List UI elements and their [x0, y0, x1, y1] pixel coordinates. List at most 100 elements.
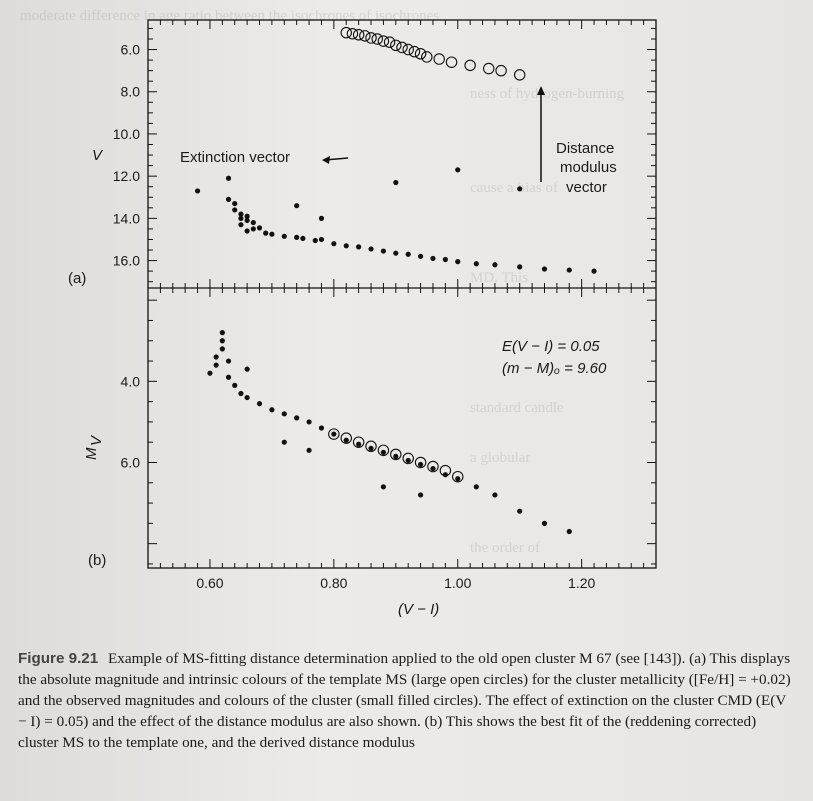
figure-label: Figure 9.21	[18, 650, 99, 667]
panel-b-cluster-point	[368, 445, 374, 451]
panel-a-template-point	[464, 59, 476, 72]
panel-a-cluster-point	[250, 226, 256, 232]
panel-a-template-point	[359, 30, 371, 42]
panel-a-template-point	[365, 32, 377, 44]
panel-a-cluster-point	[430, 255, 436, 262]
panel-b-template-point	[352, 436, 365, 448]
distance-label-line1: Distance	[556, 140, 614, 157]
panel-a-template-point	[371, 33, 383, 45]
plot-frame	[147, 19, 657, 569]
panel-a-y-tick-label: 10.0	[113, 126, 140, 142]
panel-b-cluster-point	[343, 437, 349, 443]
x-axis-label: (V − I)	[398, 601, 439, 618]
panel-a-template-point	[495, 64, 507, 77]
panel-a-template-point	[402, 43, 414, 56]
panel-a-template-point	[352, 29, 365, 41]
panel-a-template-point	[421, 51, 433, 63]
panel-b-y-tick-label: 6.0	[121, 454, 141, 470]
panel-b-cluster-point	[331, 431, 337, 437]
panel-b-cluster-point	[473, 484, 479, 490]
panel-a-template-point	[414, 48, 427, 60]
panel-a-y-tick-label: 14.0	[113, 210, 140, 226]
panel-b-cluster-point	[225, 374, 232, 380]
panel-b-cluster-point	[269, 407, 275, 413]
panel-a-cluster-point	[263, 230, 269, 236]
panel-a-y-tick-label: 6.0	[121, 42, 141, 58]
panel-a-template-point	[396, 41, 408, 54]
panel-b-cluster-point	[405, 457, 411, 464]
panel-b-y-axis-label: M	[83, 447, 100, 460]
panel-b-cluster-point	[541, 520, 548, 526]
panel-a-template-point	[513, 69, 526, 81]
figure-caption: Figure 9.21 Example of MS-fitting distan…	[18, 648, 798, 753]
panel-a-cluster-point	[368, 246, 374, 252]
panel-a-cluster-point	[238, 222, 244, 228]
panel-a-cluster-point	[442, 256, 448, 263]
panel-a-y-axis-label: V	[92, 147, 104, 164]
panel-a-cluster-point	[312, 237, 318, 244]
panel-b-cluster-point	[219, 346, 225, 352]
reddening-annotation: E(V − I) = 0.05	[502, 338, 600, 355]
panel-a-cluster-point	[256, 225, 263, 231]
panel-a-cluster-point	[473, 261, 479, 267]
panel-a-template-point	[445, 56, 458, 68]
panel-b-cluster-point	[430, 465, 436, 472]
panel-b-template-point	[414, 456, 427, 469]
panel-b-cluster-point	[219, 338, 225, 344]
panel-b-cluster-point	[380, 484, 387, 490]
panel-a-template-point	[433, 53, 445, 65]
panel-a-template-point	[346, 27, 359, 40]
panel-b-template-point	[365, 440, 377, 453]
panel-b-cluster-point	[232, 382, 238, 388]
caption-text: Example of MS-fitting distance determina…	[18, 650, 791, 751]
panel-a-cluster-point	[318, 215, 325, 221]
panel-b-cluster-point	[306, 419, 312, 425]
panel-b-cluster-point	[318, 425, 325, 431]
panel-b-marks	[207, 330, 572, 535]
panel-b-template-point	[390, 448, 402, 461]
panel-b-cluster-point	[380, 449, 387, 455]
panel-a-cluster-point	[393, 179, 399, 186]
panel-a-cluster-point	[492, 262, 498, 268]
panel-a-cluster-point	[417, 253, 424, 259]
panel-a-template-point	[383, 36, 396, 48]
panel-a-template-point	[340, 26, 352, 39]
panel-a-cluster-point	[238, 211, 244, 217]
panel-b-cluster-point	[213, 354, 219, 360]
distance-label-line2: modulus	[560, 159, 617, 176]
distance-arrowhead	[537, 86, 545, 95]
panel-a-cluster-point	[281, 233, 287, 239]
panel-a-cluster-point	[269, 231, 275, 237]
panel-b-cluster-point	[244, 366, 250, 372]
panel-a-cluster-point	[541, 266, 548, 272]
panel-b-template-point	[340, 432, 352, 444]
distance-modulus-annotation: (m − M)ₒ = 9.60	[502, 360, 607, 377]
panel-a-cluster-point	[194, 188, 201, 194]
panel-b-cluster-point	[281, 411, 287, 417]
extinction-arrowhead	[322, 156, 330, 164]
panel-b-cluster-point	[417, 492, 424, 498]
panel-b-template-point	[377, 444, 390, 457]
x-tick-label: 1.00	[444, 575, 471, 591]
figure-axes: 0.60 0.80 1.00 1.20 6.0 8.0 10.0 12.0 14.0 16.0 4.…	[113, 19, 657, 591]
panel-a-cluster-point	[232, 200, 238, 207]
panel-b-cluster-point	[281, 439, 287, 445]
panel-a-template-point	[482, 62, 495, 75]
panel-a-cluster-point	[566, 267, 572, 273]
panel-a-cluster-point	[244, 217, 250, 224]
panel-a-cluster-point	[356, 244, 362, 250]
panel-b-cluster-point	[294, 415, 300, 421]
extinction-vector-label: Extinction vector	[180, 149, 290, 166]
panel-a-cluster-point	[225, 175, 232, 181]
panel-b-cluster-point	[219, 330, 225, 336]
panel-b-cluster-point	[238, 390, 244, 397]
panel-b-cluster-point	[256, 401, 263, 407]
panel-a-y-tick-label: 8.0	[121, 84, 141, 100]
panel-a-cluster-point	[343, 243, 349, 249]
panel-a-cluster-point	[331, 241, 337, 247]
panel-a-cluster-point	[244, 228, 250, 234]
panel-b-cluster-point	[455, 476, 461, 482]
panel-a-template-point	[377, 35, 390, 47]
panel-b-cluster-point	[492, 492, 498, 498]
